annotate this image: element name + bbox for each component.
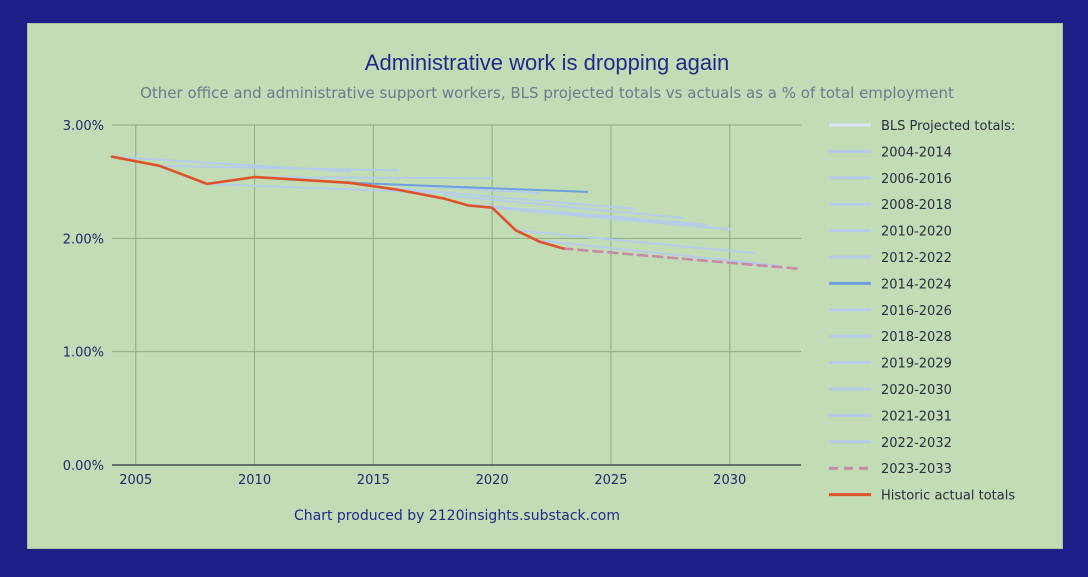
series-line-2023-2033 (562, 247, 803, 271)
series-line-2020-2030 (491, 206, 731, 231)
series-line-2021-2031 (514, 229, 755, 255)
chart: Administrative work is dropping again Ot… (63, 50, 1016, 524)
legend-label: 2020-2030 (881, 383, 952, 398)
legend-label: 2021-2031 (881, 409, 952, 424)
legend-label: 2019-2029 (881, 357, 952, 372)
series-line-2014-2024 (348, 181, 589, 193)
series-line-2018-2028 (443, 194, 684, 219)
legend: BLS Projected totals: 2004-2014 2006-2016 2… (829, 119, 1015, 504)
legend-label: 2012-2022 (881, 251, 952, 266)
chart-frame: Administrative work is dropping again Ot… (27, 23, 1063, 549)
series-line-2016-2026 (396, 187, 636, 210)
series-line-2022-2032 (538, 239, 779, 267)
y-tick-label: 2.00% (63, 232, 104, 247)
chart-title: Administrative work is dropping again (365, 50, 729, 75)
legend-label: 2010-2020 (881, 225, 952, 240)
x-tick-label: 2020 (476, 473, 509, 488)
legend-label: 2006-2016 (881, 172, 952, 187)
chart-footer: Chart produced by 2120insights.substack.… (294, 508, 620, 524)
legend-header: BLS Projected totals: (881, 119, 1015, 134)
y-tick-label: 1.00% (63, 346, 104, 361)
y-tick-label: 0.00% (63, 459, 104, 474)
legend-label: 2018-2028 (881, 330, 952, 345)
legend-label: 2014-2024 (881, 277, 952, 292)
chart-subtitle: Other office and administrative support … (140, 84, 954, 102)
x-tick-label: 2025 (594, 473, 627, 488)
x-tick-label: 2015 (357, 473, 390, 488)
axis-labels: 0.00% 1.00% 2.00% 3.00% 2005 2010 2015 2020 2025… (63, 119, 747, 488)
x-tick-label: 2005 (119, 473, 152, 488)
legend-label: 2022-2032 (881, 436, 952, 451)
x-tick-label: 2010 (238, 473, 271, 488)
series-line-2006-2016 (158, 164, 399, 172)
legend-label: 2004-2014 (881, 145, 952, 160)
series-line-historic-actual-totals (110, 155, 565, 250)
y-tick-label: 3.00% (63, 119, 104, 134)
series-line-2019-2029 (467, 203, 707, 226)
x-tick-label: 2030 (713, 473, 746, 488)
series-line-2010-2020 (253, 176, 494, 180)
legend-label: 2016-2026 (881, 304, 952, 319)
legend-label: 2008-2018 (881, 198, 952, 213)
legend-label: Historic actual totals (881, 489, 1015, 504)
legend-label: 2023-2033 (881, 462, 952, 477)
grid (112, 124, 801, 466)
series-layer (110, 155, 803, 271)
